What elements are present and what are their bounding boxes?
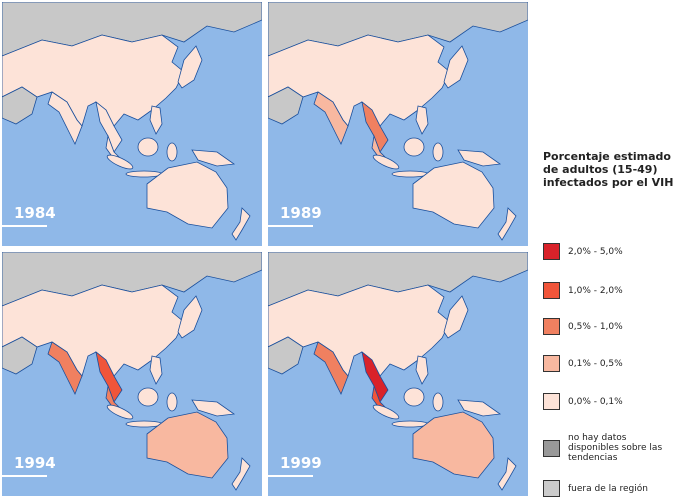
- legend-label: 2,0% - 5,0%: [568, 246, 623, 257]
- legend-item: 2,0% - 5,0%: [543, 243, 623, 260]
- legend-swatch: [543, 243, 560, 260]
- legend-item: 0,0% - 0,1%: [543, 393, 623, 410]
- legend-title: Porcentaje estimado de adultos (15-49) i…: [543, 150, 674, 189]
- legend: Porcentaje estimado de adultos (15-49) i…: [543, 150, 678, 497]
- legend-label: 0,1% - 0,5%: [568, 358, 623, 369]
- legend-item: 1,0% - 2,0%: [543, 282, 623, 299]
- map-panel: 1994: [2, 252, 262, 496]
- legend-label: 0,0% - 0,1%: [568, 396, 623, 407]
- legend-swatch: [543, 318, 560, 335]
- legend-swatch: [543, 439, 560, 457]
- legend-item: 0,1% - 0,5%: [543, 355, 623, 372]
- legend-swatch: [543, 355, 560, 372]
- legend-swatch: [543, 480, 560, 497]
- legend-label: fuera de la región: [568, 483, 648, 494]
- legend-item: fuera de la región: [543, 480, 648, 497]
- legend-item: 0,5% - 1,0%: [543, 318, 623, 335]
- map-year: 1984: [14, 204, 56, 222]
- map-year: 1999: [280, 454, 322, 472]
- map-year: 1994: [14, 454, 56, 472]
- map-panel: 1984: [2, 2, 262, 246]
- map-panel: 1999: [268, 252, 528, 496]
- legend-swatch: [543, 282, 560, 299]
- map-year: 1989: [280, 204, 322, 222]
- legend-label: 1,0% - 2,0%: [568, 285, 623, 296]
- legend-label: 0,5% - 1,0%: [568, 321, 623, 332]
- map-panel: 1989: [268, 2, 528, 246]
- legend-label: no hay datos disponibles sobre las tende…: [568, 433, 663, 463]
- legend-item: no hay datos disponibles sobre las tende…: [543, 433, 678, 463]
- legend-swatch: [543, 393, 560, 410]
